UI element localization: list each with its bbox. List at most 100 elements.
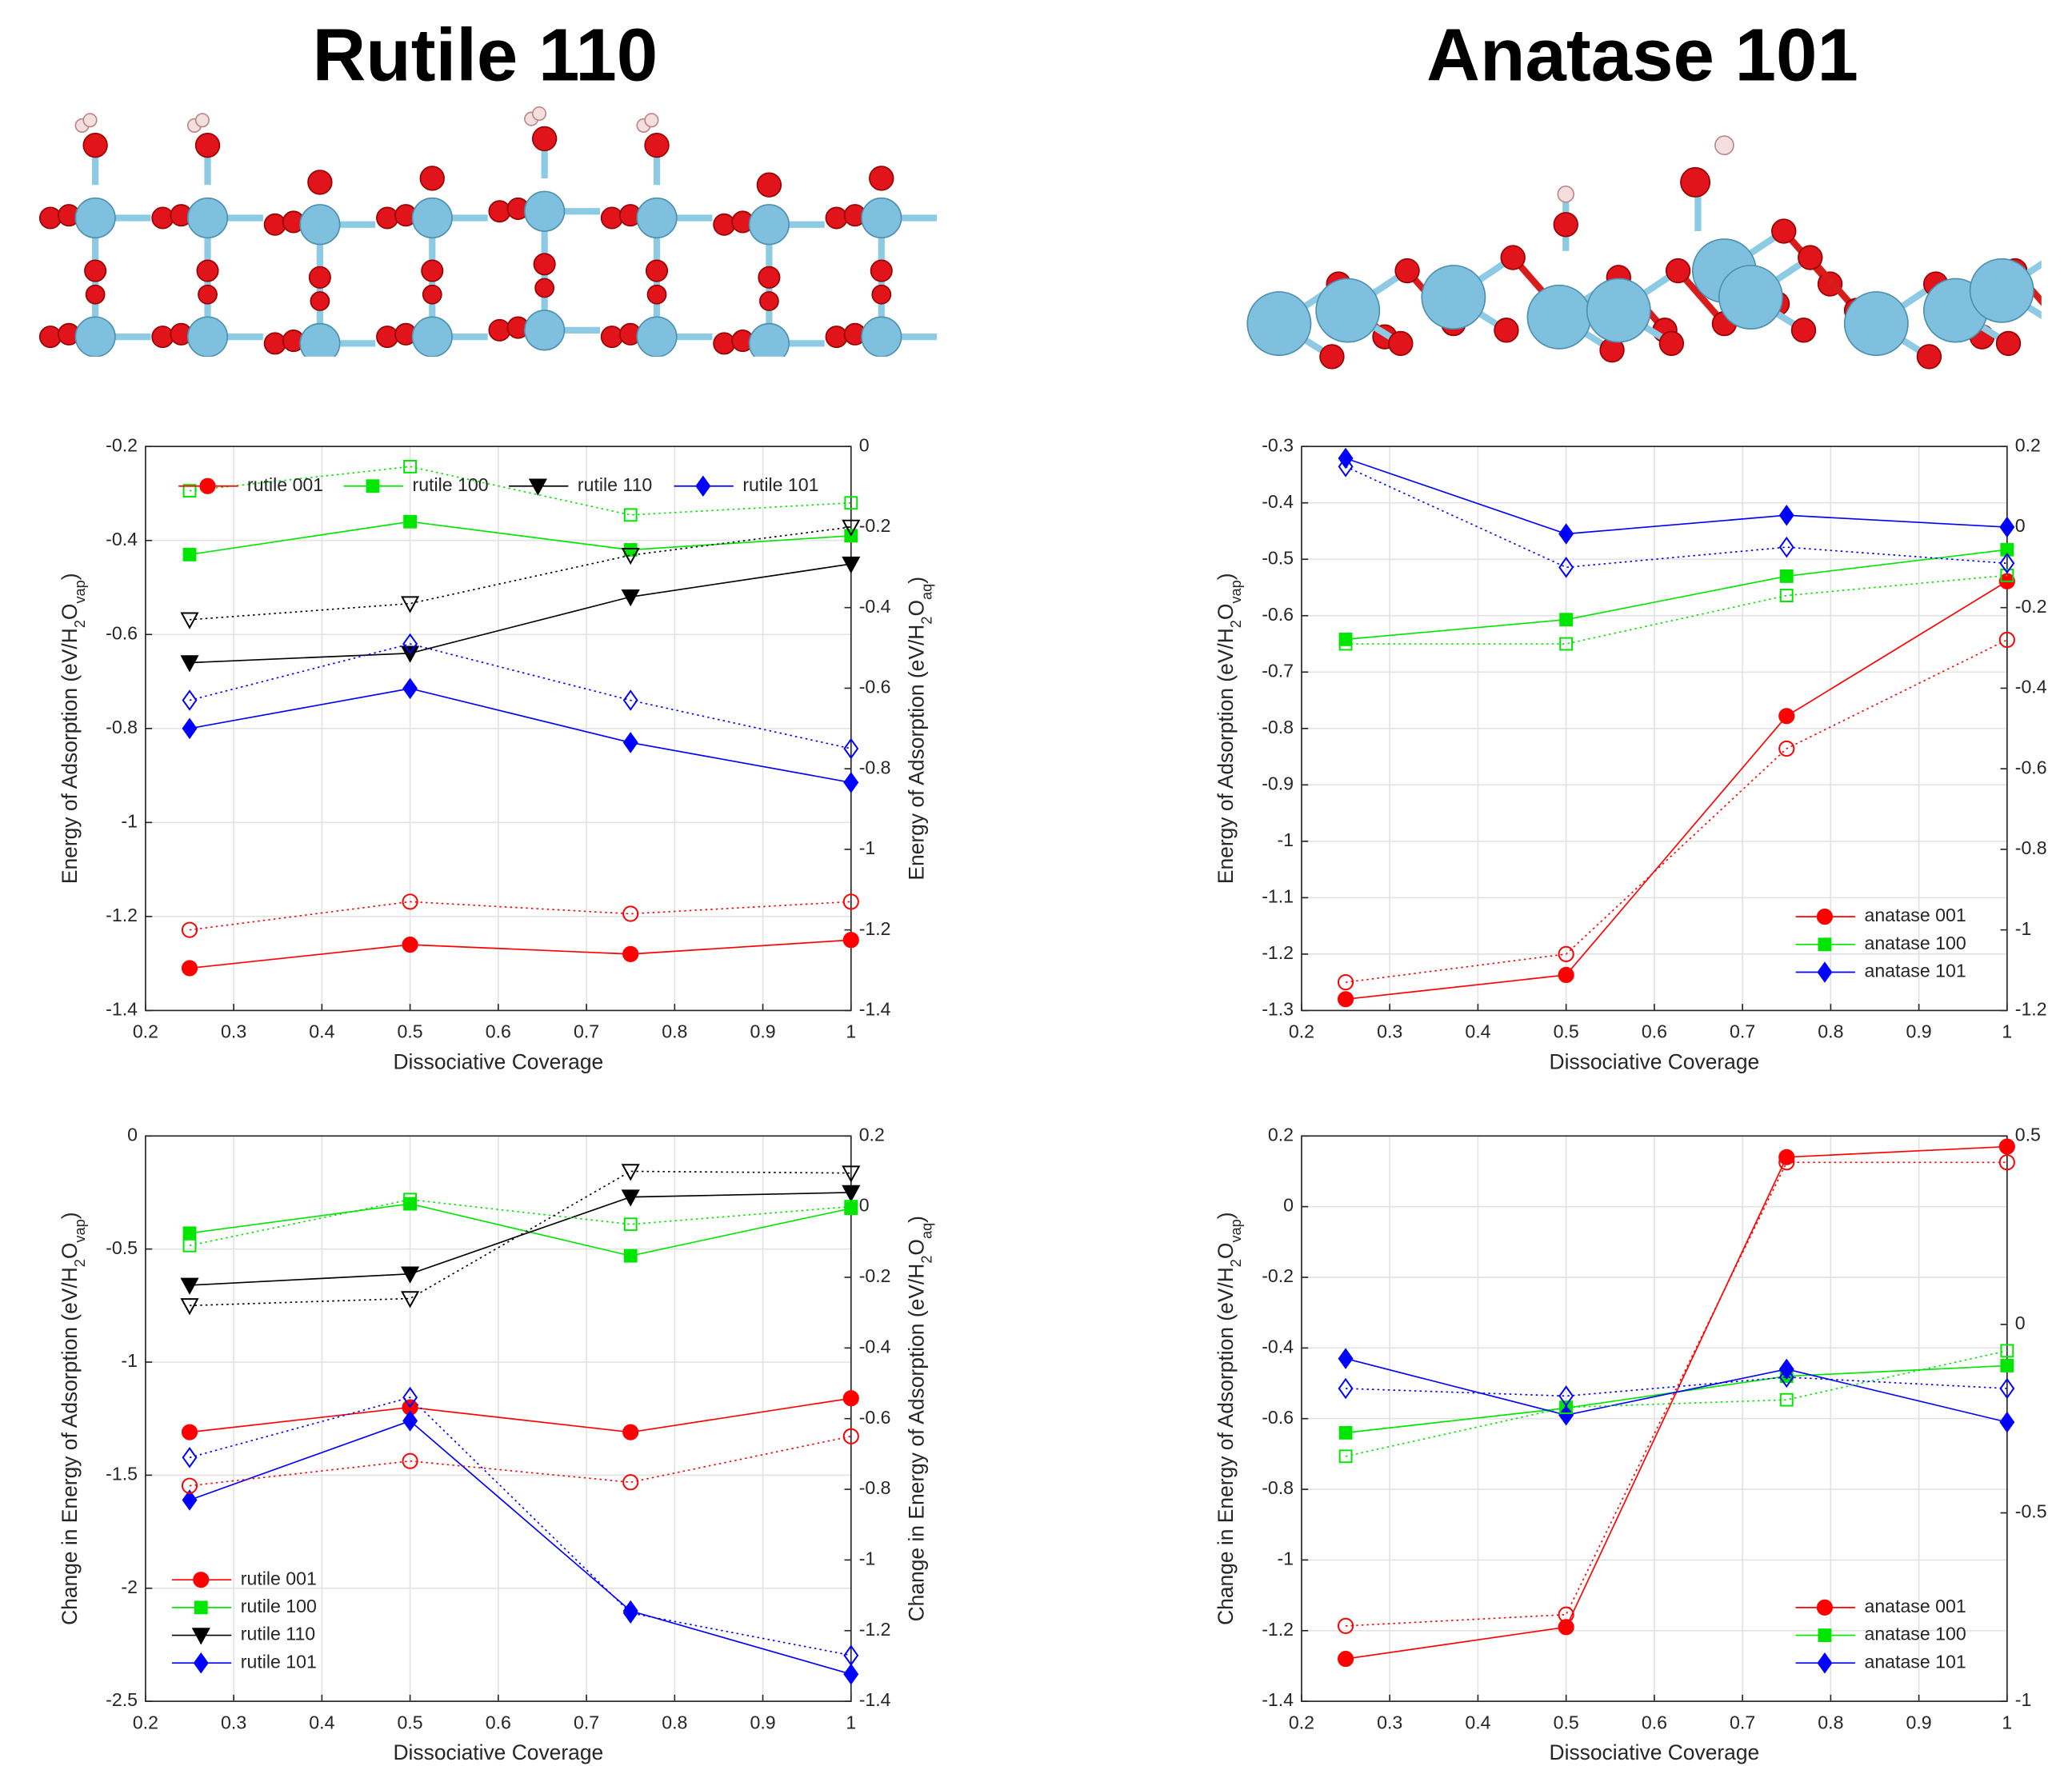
axis-label-part: Change in Energy of Adsorption (eV/H (1214, 1267, 1238, 1625)
x-tick-label: 0.7 (574, 1712, 599, 1732)
axis-label-part: ) (905, 577, 929, 584)
y-tick-label: -0.8 (1262, 1477, 1294, 1498)
marker (1338, 1377, 1354, 1400)
marker (1337, 991, 1354, 1008)
x-tick-label: 0.4 (1465, 1712, 1490, 1732)
plot-frame (1301, 445, 2008, 1012)
marker (842, 932, 859, 949)
x-tick-label: 0.2 (133, 1021, 158, 1042)
y-tick-label: -1.1 (1262, 885, 1294, 906)
x-tick-label: 0.8 (1818, 1712, 1843, 1732)
x-axis-label: Dissociative Coverage (393, 1740, 603, 1764)
legend: rutile 001 rutile 100 rutile 110 rutile 101 (171, 1568, 317, 1674)
rutile-structure (40, 107, 937, 363)
series-line (189, 939, 851, 969)
series-line (189, 521, 851, 556)
marker (191, 1628, 210, 1645)
y2-tick-label: -1 (859, 1548, 876, 1569)
marker (1558, 945, 1574, 962)
marker (1559, 1400, 1574, 1414)
marker (194, 1600, 208, 1615)
legend-label: anatase 001 (1864, 905, 1966, 925)
axis-label-part: O (905, 1239, 929, 1256)
x-tick-label: 0.7 (1730, 1021, 1755, 1042)
x-tick-label: 0.3 (221, 1712, 246, 1732)
y-tick-label: -1.3 (1262, 999, 1294, 1020)
y2-tick-label: 0 (859, 434, 870, 455)
marker (1778, 1154, 1795, 1171)
marker (1999, 1377, 2015, 1400)
marker (2000, 1359, 2014, 1372)
x-tick-label: 0.4 (309, 1712, 334, 1732)
marker (402, 1452, 418, 1469)
series-line (189, 1435, 851, 1487)
legend-label: anatase 100 (1864, 1624, 1966, 1644)
legend: anatase 001 anatase 100 anatase 101 (1795, 905, 1966, 983)
marker (2000, 542, 2014, 557)
series-line (1345, 1357, 2008, 1423)
axis-label-part: ) (1214, 1212, 1238, 1219)
legend-label: rutile 101 (742, 474, 818, 495)
x-tick-label: 0.6 (1642, 1712, 1667, 1732)
series-line (189, 901, 851, 931)
axis-label: Change in Energy of Adsorption (eV/H2Oaq… (905, 1216, 935, 1621)
marker (182, 689, 198, 711)
y2-tick-label: 0.5 (2015, 1124, 2041, 1145)
y-tick-label: -1 (121, 1350, 138, 1371)
marker (1999, 1411, 2015, 1433)
x-tick-label: 1 (2002, 1021, 2012, 1042)
marker (1779, 569, 1794, 583)
y-tick-label: -1 (1277, 829, 1294, 850)
legend-label: anatase 101 (1864, 1651, 1966, 1672)
legend-label: rutile 001 (241, 1568, 317, 1588)
axis-label: Energy of Adsorption (eV/H2Oaq) (905, 577, 935, 881)
legend-label: anatase 001 (1864, 1596, 1966, 1616)
x-tick-label: 0.6 (1642, 1021, 1667, 1042)
axis-label-part: O (58, 604, 82, 621)
y2-tick-label: -0.8 (2015, 837, 2047, 858)
x-tick-label: 0.8 (662, 1021, 687, 1042)
marker (2000, 568, 2014, 582)
marker (1558, 1404, 1574, 1426)
x-tick-label: 0.9 (1906, 1021, 1932, 1042)
axis-label-part: 2 (72, 620, 88, 628)
marker (621, 1189, 640, 1207)
series-line (1345, 639, 2008, 983)
y-tick-label: 0 (127, 1124, 138, 1145)
marker (1337, 1651, 1354, 1668)
x-tick-label: 0.5 (1554, 1712, 1579, 1732)
marker (1558, 1619, 1574, 1636)
marker (402, 937, 418, 953)
x-tick-label: 0.9 (1906, 1712, 1932, 1732)
marker (1559, 613, 1574, 627)
y-tick-label: -1 (1277, 1548, 1294, 1569)
y2-tick-label: -1.4 (859, 999, 891, 1020)
marker (182, 547, 197, 561)
y2-tick-label: 0.2 (859, 1124, 885, 1145)
x-tick-label: 0.8 (662, 1712, 687, 1732)
marker (181, 1424, 198, 1440)
x-tick-label: 0.6 (486, 1712, 511, 1732)
y2-tick-label: -1.2 (859, 918, 891, 939)
legend-label: rutile 100 (412, 474, 488, 495)
marker (182, 1447, 198, 1468)
axis-label-part: 2 (72, 1259, 88, 1267)
marker (1778, 1149, 1795, 1165)
marker (1337, 1617, 1354, 1634)
y2-tick-label: -0.5 (2015, 1501, 2047, 1522)
marker (2000, 1344, 2014, 1358)
marker (842, 1390, 859, 1407)
marker (1558, 1606, 1574, 1623)
y2-tick-label: -0.2 (2015, 596, 2047, 617)
marker (1999, 553, 2015, 574)
axis-label-part: ) (58, 1212, 82, 1219)
y-tick-label: -0.4 (1262, 491, 1294, 512)
marker (622, 1424, 639, 1440)
y2-tick-label: -1 (2015, 918, 2032, 939)
series-line (189, 1192, 851, 1286)
marker (842, 556, 861, 574)
plot-frame (145, 445, 852, 1012)
marker (193, 1572, 210, 1588)
marker (180, 1277, 199, 1295)
marker (842, 893, 859, 910)
